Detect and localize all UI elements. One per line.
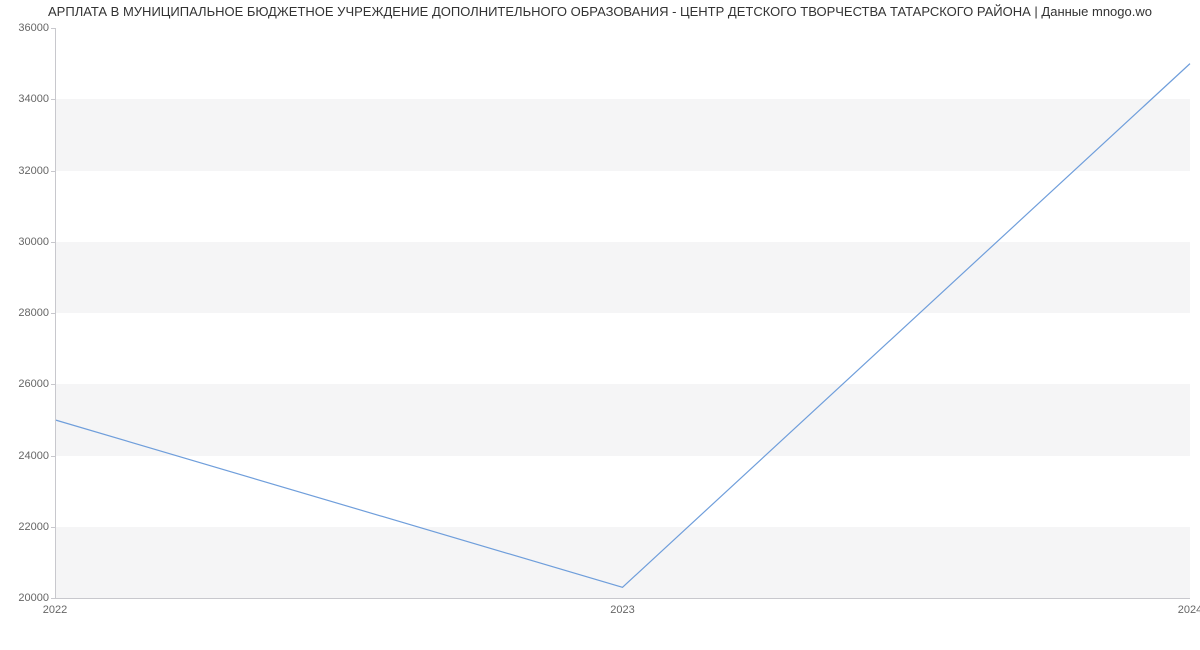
x-tick-label: 2024 — [1178, 604, 1200, 616]
y-tick-mark — [51, 598, 55, 599]
y-tick-label: 20000 — [18, 592, 49, 604]
y-tick-label: 24000 — [18, 450, 49, 462]
y-tick-label: 36000 — [18, 22, 49, 34]
y-tick-mark — [51, 313, 55, 314]
chart-title: АРПЛАТА В МУНИЦИПАЛЬНОЕ БЮДЖЕТНОЕ УЧРЕЖД… — [0, 4, 1200, 19]
y-tick-mark — [51, 99, 55, 100]
series-line-salary — [55, 64, 1190, 588]
y-tick-label: 32000 — [18, 165, 49, 177]
y-tick-mark — [51, 171, 55, 172]
y-tick-mark — [51, 242, 55, 243]
chart-plot-area: 2000022000240002600028000300003200034000… — [55, 28, 1190, 598]
y-tick-mark — [51, 456, 55, 457]
y-tick-label: 26000 — [18, 378, 49, 390]
y-tick-label: 30000 — [18, 236, 49, 248]
y-axis-line — [55, 28, 56, 598]
y-tick-label: 22000 — [18, 521, 49, 533]
y-tick-mark — [51, 527, 55, 528]
y-tick-mark — [51, 28, 55, 29]
x-tick-label: 2022 — [43, 604, 67, 616]
salary-line-chart: АРПЛАТА В МУНИЦИПАЛЬНОЕ БЮДЖЕТНОЕ УЧРЕЖД… — [0, 0, 1200, 650]
x-axis-line — [55, 598, 1190, 599]
y-tick-label: 34000 — [18, 93, 49, 105]
x-tick-label: 2023 — [610, 604, 634, 616]
chart-line-svg — [55, 28, 1190, 598]
y-tick-mark — [51, 384, 55, 385]
y-tick-label: 28000 — [18, 307, 49, 319]
